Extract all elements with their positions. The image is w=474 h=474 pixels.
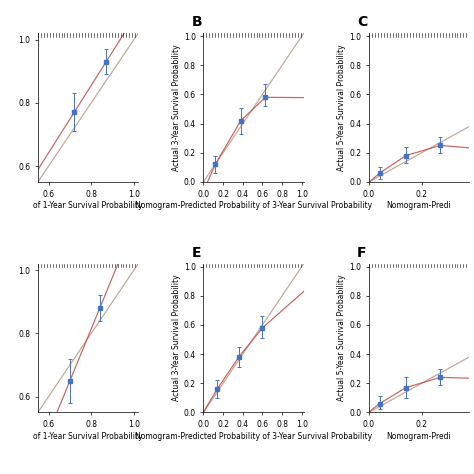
Text: F: F (357, 246, 366, 260)
X-axis label: of 1-Year Survival Probability: of 1-Year Survival Probability (33, 201, 143, 210)
Y-axis label: Actual 5-Year Survival Probability: Actual 5-Year Survival Probability (337, 44, 346, 171)
Y-axis label: Actual 3-Year Survival Probability: Actual 3-Year Survival Probability (172, 275, 181, 401)
Text: B: B (191, 15, 202, 29)
X-axis label: Nomogram-Predi: Nomogram-Predi (387, 201, 451, 210)
X-axis label: of 1-Year Survival Probability: of 1-Year Survival Probability (33, 432, 143, 441)
Text: E: E (191, 246, 201, 260)
X-axis label: Nomogram-Predi: Nomogram-Predi (387, 432, 451, 441)
X-axis label: Nomogram-Predicted Probability of 3-Year Survival Probability: Nomogram-Predicted Probability of 3-Year… (135, 201, 372, 210)
Text: C: C (357, 15, 367, 29)
X-axis label: Nomogram-Predicted Probability of 3-Year Survival Probability: Nomogram-Predicted Probability of 3-Year… (135, 432, 372, 441)
Y-axis label: Actual 5-Year Survival Probability: Actual 5-Year Survival Probability (337, 275, 346, 401)
Y-axis label: Actual 3-Year Survival Probability: Actual 3-Year Survival Probability (172, 44, 181, 171)
